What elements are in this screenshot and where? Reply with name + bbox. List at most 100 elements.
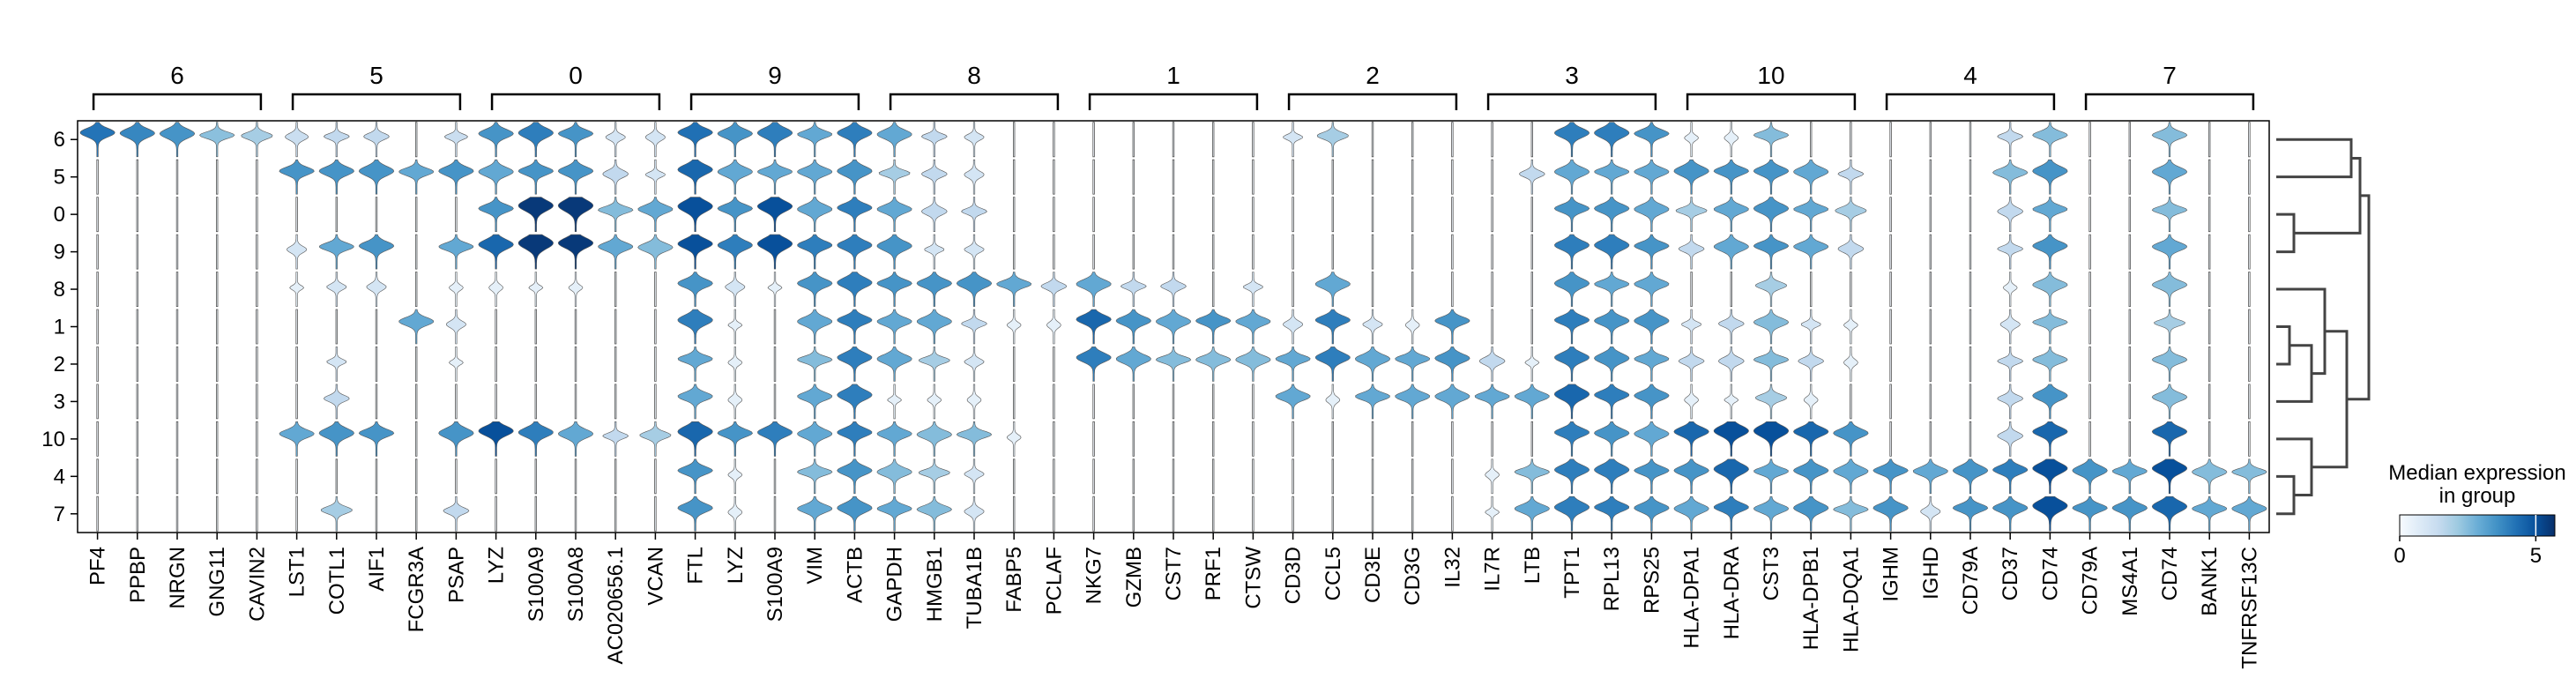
violin-6-GNG11 bbox=[198, 122, 235, 158]
violin-8-CAVIN2 bbox=[256, 272, 258, 307]
violin-7-CD3G bbox=[1411, 496, 1414, 532]
violin-6-S100A9 bbox=[517, 122, 554, 158]
violin-10-NKG7 bbox=[1092, 421, 1095, 457]
x-tick-label: S100A9 bbox=[525, 547, 548, 622]
violin-7-TPT1 bbox=[1553, 496, 1590, 532]
violin-8-HLA-DPB1 bbox=[1810, 272, 1813, 307]
violin-7-GNG11 bbox=[216, 496, 219, 532]
violin-10-PRF1 bbox=[1212, 421, 1215, 457]
violin-7-VCAN bbox=[654, 496, 657, 532]
violin-0-TPT1 bbox=[1553, 197, 1590, 232]
group-bracket-label: 4 bbox=[1963, 62, 1977, 89]
violin-0-BANK1 bbox=[2208, 197, 2211, 233]
violin-1-CD37 bbox=[1999, 309, 2021, 345]
violin-7-HLA-DQA1 bbox=[1833, 496, 1869, 532]
violin-3-AC020656.1 bbox=[614, 384, 617, 420]
violin-5-CTSW bbox=[1252, 159, 1254, 195]
violin-0-CD37 bbox=[1997, 197, 2024, 232]
violin-9-IL7R bbox=[1491, 234, 1493, 270]
violin-4-HLA-DQA1 bbox=[1833, 458, 1869, 495]
violin-5-CD37 bbox=[1992, 159, 2029, 195]
violin-2-VIM bbox=[796, 346, 833, 382]
violin-9-TNFRSF13C bbox=[2248, 234, 2251, 270]
violin-3-CST7 bbox=[1172, 384, 1175, 420]
violin-8-CD37 bbox=[2002, 272, 2018, 307]
violin-10-MS4A1 bbox=[2128, 421, 2131, 457]
violin-2-LST1 bbox=[295, 346, 298, 382]
violin-2-GNG11 bbox=[216, 346, 219, 382]
violin-10-HLA-DRA bbox=[1713, 421, 1749, 457]
x-tick-label: COTL1 bbox=[325, 547, 349, 615]
violin-10-CD3D bbox=[1292, 421, 1294, 457]
violin-9-IGHD bbox=[1929, 234, 1932, 270]
group-bracket bbox=[1088, 93, 1259, 110]
violin-1-FTL bbox=[677, 309, 713, 345]
violin-10-FTL bbox=[677, 421, 713, 457]
violin-5-PPBP bbox=[136, 159, 138, 195]
violin-1-CD74 bbox=[2032, 309, 2068, 345]
violin-9-CD3D bbox=[1292, 234, 1294, 270]
violin-2-NRGN bbox=[175, 346, 179, 382]
violin-0-RPS25 bbox=[1634, 197, 1670, 232]
violin-9-HLA-DRA bbox=[1713, 234, 1749, 270]
violin-10-TNFRSF13C bbox=[2248, 421, 2251, 457]
violin-2-HLA-DRA bbox=[1717, 346, 1745, 382]
violin-10-FABP5 bbox=[1006, 421, 1022, 457]
x-tick-label: RPL13 bbox=[1600, 547, 1624, 611]
violin-4-FCGR3A bbox=[415, 458, 418, 495]
violin-10-LYZ bbox=[478, 421, 514, 457]
violin-2-LYZ bbox=[727, 346, 743, 382]
violin-9-CD3G bbox=[1411, 234, 1414, 270]
violin-4-BANK1 bbox=[2192, 458, 2228, 495]
y-tick-label: 1 bbox=[54, 316, 65, 339]
violin-2-MS4A1 bbox=[2128, 346, 2131, 382]
violin-9-GNG11 bbox=[216, 234, 219, 270]
violin-10-CST7 bbox=[1172, 421, 1175, 457]
violin-0-NRGN bbox=[175, 197, 179, 233]
violin-6-CD37 bbox=[1997, 122, 2024, 158]
violin-4-FABP5 bbox=[1013, 458, 1016, 495]
violin-3-TPT1 bbox=[1553, 384, 1590, 420]
violin-10-PSAP bbox=[438, 421, 474, 457]
violin-6-S100A9 bbox=[756, 122, 793, 158]
violin-7-ACTB bbox=[837, 496, 873, 532]
x-tick-label: HMGB1 bbox=[923, 547, 947, 622]
violin-0-RPL13 bbox=[1594, 197, 1630, 232]
violin-1-HLA-DPB1 bbox=[1800, 309, 1821, 345]
violin-10-AC020656.1 bbox=[602, 421, 629, 457]
violin-4-GAPDH bbox=[876, 458, 912, 495]
violin-3-CD74 bbox=[2032, 384, 2068, 420]
violin-10-IL32 bbox=[1451, 421, 1454, 457]
violin-3-LYZ bbox=[495, 384, 497, 420]
violin-3-CD3E bbox=[1355, 384, 1390, 420]
violin-7-CD74 bbox=[2032, 496, 2068, 532]
violin-4-GNG11 bbox=[216, 458, 219, 495]
violin-1-CST3 bbox=[1753, 309, 1790, 345]
violin-0-FABP5 bbox=[1013, 197, 1016, 233]
violin-8-AIF1 bbox=[366, 272, 387, 307]
x-tick-label: GZMB bbox=[1122, 547, 1146, 607]
dendro-link bbox=[2347, 194, 2371, 401]
x-tick-label: NRGN bbox=[166, 547, 190, 609]
violin-4-CAVIN2 bbox=[256, 458, 258, 495]
violin-7-IL7R bbox=[1485, 496, 1500, 532]
violin-6-GAPDH bbox=[876, 122, 912, 158]
group-bracket bbox=[92, 93, 263, 110]
violin-1-CTSW bbox=[1235, 309, 1271, 345]
violin-2-ACTB bbox=[837, 346, 873, 382]
x-tick-label: LYZ bbox=[724, 547, 748, 584]
violin-6-GZMB bbox=[1132, 122, 1135, 158]
violin-0-LST1 bbox=[295, 197, 298, 233]
violin-7-HLA-DRA bbox=[1713, 496, 1749, 532]
violin-2-AC020656.1 bbox=[614, 346, 617, 382]
violin-5-PCLAF bbox=[1053, 159, 1055, 195]
violin-10-HLA-DPA1 bbox=[1673, 421, 1709, 457]
violin-7-PCLAF bbox=[1053, 496, 1055, 532]
violin-10-VIM bbox=[797, 421, 833, 457]
violin-8-HMGB1 bbox=[916, 272, 952, 307]
violin-4-S100A8 bbox=[574, 458, 577, 495]
dendro-link bbox=[2312, 330, 2349, 469]
violin-0-LYZ bbox=[717, 197, 753, 232]
violin-9-GZMB bbox=[1132, 234, 1135, 270]
violin-0-GAPDH bbox=[876, 197, 912, 232]
